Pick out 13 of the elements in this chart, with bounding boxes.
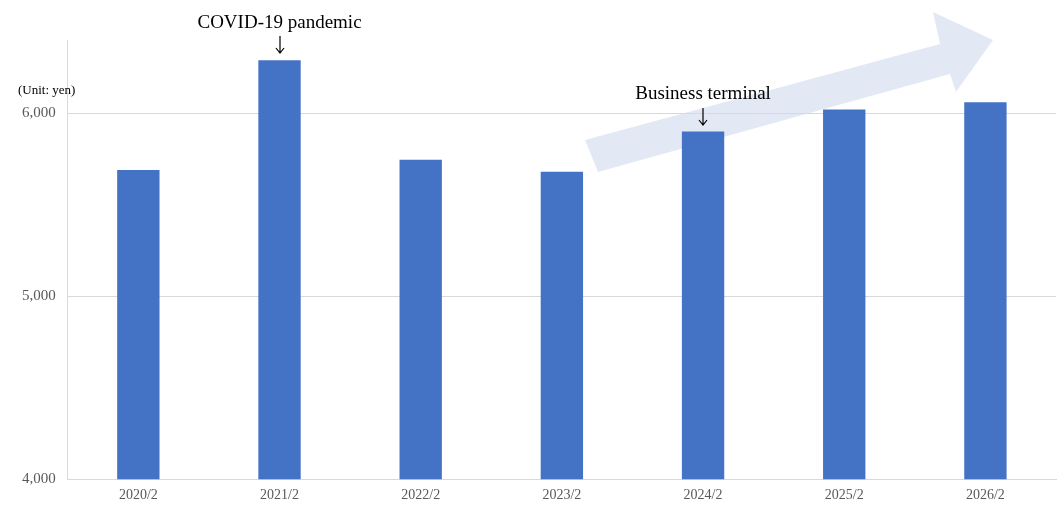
y-tick-label: 4,000 — [22, 470, 56, 487]
x-tick-label: 2025/2 — [824, 487, 864, 503]
y-tick-label: 5,000 — [22, 287, 56, 304]
annotation: Business terminal — [635, 81, 771, 103]
y-axis-title: (Unit: yen) — [18, 82, 76, 98]
y-tick-label: 6,000 — [22, 104, 56, 121]
x-tick-label: 2023/2 — [542, 487, 582, 503]
x-tick-label: 2021/2 — [260, 487, 299, 503]
x-tick-label: 2020/2 — [118, 487, 158, 503]
x-tick-label: 2022/2 — [401, 487, 441, 503]
x-tick-label: 2024/2 — [683, 487, 723, 503]
annotation: COVID-19 pandemic — [197, 10, 362, 32]
x-tick-label: 2026/2 — [965, 487, 1005, 503]
